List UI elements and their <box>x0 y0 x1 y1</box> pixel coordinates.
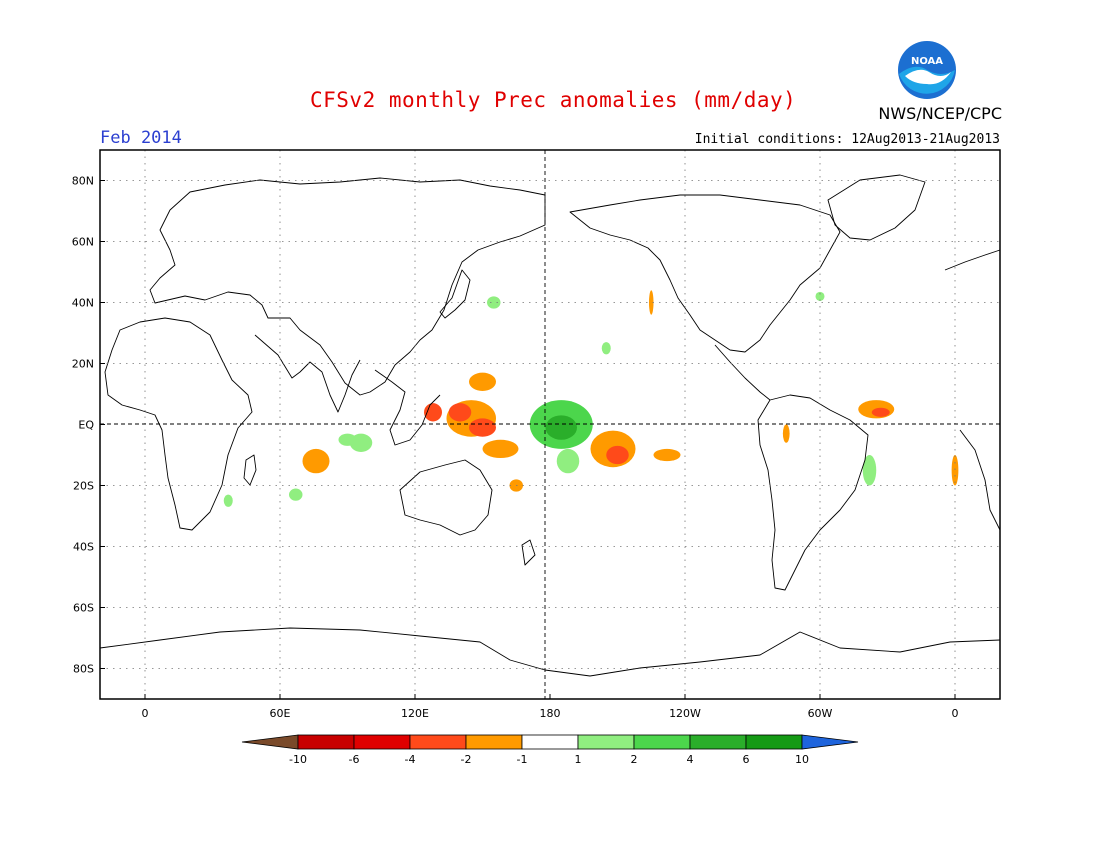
lat-tick-label: 80S <box>73 663 94 676</box>
lat-tick-label: 60S <box>73 602 94 615</box>
coastline-se-asia <box>374 369 441 446</box>
anomaly-region <box>223 494 233 507</box>
anomaly-region <box>545 415 577 440</box>
coastline-south-america <box>757 394 869 591</box>
lat-tick-label: 60N <box>72 236 94 249</box>
lon-tick-label: 0 <box>142 707 149 720</box>
coastline-europe-east <box>944 249 1001 271</box>
anomaly-region <box>601 342 611 355</box>
colorbar-label: 6 <box>743 753 750 766</box>
coastline-north-america <box>569 194 841 353</box>
coastline-central-america <box>714 344 771 401</box>
gridlines <box>100 150 1000 699</box>
colorbar: -10 -6 -4 -2 -1 1 2 4 6 10 <box>241 734 859 766</box>
colorbar-segment <box>353 734 411 750</box>
lon-tick-label: 60W <box>808 707 833 720</box>
lat-tick-label: EQ <box>78 419 94 432</box>
colorbar-label: 1 <box>575 753 582 766</box>
coastline-africa-east <box>959 429 1001 531</box>
anomaly-region <box>871 407 890 417</box>
coastline-africa-eurasia <box>149 177 546 396</box>
coastline-new-zealand <box>521 539 536 566</box>
lon-tick-label: 60E <box>270 707 291 720</box>
anomaly-region <box>289 488 303 501</box>
coastline-australia <box>399 459 493 536</box>
coastline-greenland <box>827 174 926 241</box>
lon-tick-label: 0 <box>952 707 959 720</box>
anomaly-region <box>951 455 959 486</box>
colorbar-low-triangle <box>241 734 299 750</box>
anomaly-region <box>469 372 496 391</box>
anomaly-region <box>556 448 580 474</box>
anomaly-region <box>469 418 496 437</box>
anomaly-region <box>782 424 790 443</box>
colorbar-label: -4 <box>405 753 416 766</box>
logo-white-swoosh <box>905 69 951 85</box>
lat-tick-label: 80N <box>72 175 94 188</box>
lat-tick-label: 40S <box>73 541 94 554</box>
anomaly-region <box>862 455 877 486</box>
colorbar-segment <box>521 734 579 750</box>
anomaly-region <box>338 433 357 446</box>
anomaly-region <box>482 439 519 459</box>
lon-tick-label: 120E <box>401 707 429 720</box>
anomaly-region <box>606 445 629 465</box>
anomaly-region <box>653 448 681 462</box>
colorbar-label: 4 <box>687 753 694 766</box>
forecast-period: Feb 2014 <box>100 128 182 148</box>
colorbar-label: -1 <box>517 753 528 766</box>
map-title: CFSv2 monthly Prec anomalies (mm/day) <box>310 88 797 112</box>
colorbar-label: 2 <box>631 753 638 766</box>
noaa-logo: NOAA <box>898 41 956 99</box>
agency-label: NWS/NCEP/CPC <box>878 104 1002 123</box>
coastline-arabia-india <box>254 334 361 413</box>
lon-axis: 0 60E 120E 180 120W 60W 0 <box>142 694 959 720</box>
logo-text: NOAA <box>911 56 943 67</box>
lon-tick-label: 120W <box>669 707 701 720</box>
anomaly-region <box>302 448 330 474</box>
anomaly-region <box>815 291 825 301</box>
coastlines <box>99 174 1001 677</box>
colorbar-label: -6 <box>349 753 360 766</box>
coastline-antarctica <box>99 627 1001 677</box>
lat-tick-label: 20N <box>72 358 94 371</box>
lat-axis: 80N 60N 40N 20N EQ 20S 40S 60S 80S <box>72 175 105 676</box>
lat-tick-label: 40N <box>72 297 94 310</box>
colorbar-segment <box>465 734 523 750</box>
anomaly-region <box>448 403 472 422</box>
colorbar-label: -2 <box>461 753 472 766</box>
colorbar-label: -10 <box>289 753 307 766</box>
colorbar-segment <box>689 734 747 750</box>
anomaly-layer <box>223 290 959 507</box>
coastline-madagascar <box>243 454 257 486</box>
colorbar-segment <box>745 734 803 750</box>
coastline-africa <box>104 317 253 531</box>
colorbar-segment <box>409 734 467 750</box>
colorbar-high-triangle <box>801 734 859 750</box>
colorbar-segment <box>297 734 355 750</box>
colorbar-segment <box>633 734 691 750</box>
initial-conditions: Initial conditions: 12Aug2013-21Aug2013 <box>694 132 1000 147</box>
lat-tick-label: 20S <box>73 480 94 493</box>
colorbar-segment <box>577 734 635 750</box>
anomaly-region <box>487 296 501 309</box>
anomaly-region <box>649 290 654 315</box>
lon-tick-label: 180 <box>540 707 561 720</box>
coastline-japan <box>439 269 471 319</box>
colorbar-label: 10 <box>795 753 809 766</box>
